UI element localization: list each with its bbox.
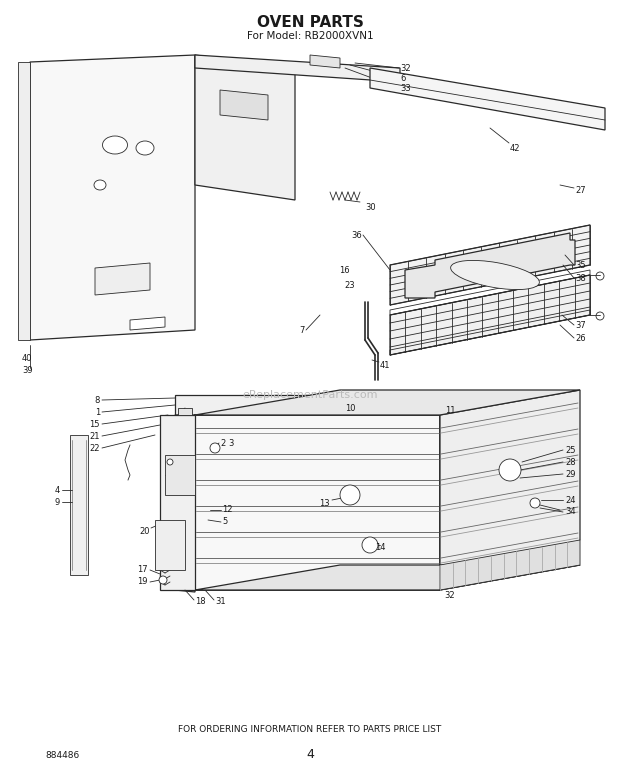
Text: OVEN PARTS: OVEN PARTS <box>257 14 363 30</box>
Polygon shape <box>160 415 195 590</box>
Text: 28: 28 <box>565 458 575 466</box>
Polygon shape <box>195 55 295 200</box>
Text: 41: 41 <box>380 361 391 369</box>
Text: 26: 26 <box>575 333 586 343</box>
Text: 42: 42 <box>510 143 521 153</box>
Text: 32: 32 <box>445 590 455 600</box>
Circle shape <box>210 443 220 453</box>
Text: 4: 4 <box>306 749 314 761</box>
Polygon shape <box>220 90 268 120</box>
Circle shape <box>530 498 540 508</box>
Text: 17: 17 <box>138 565 148 575</box>
Text: 1: 1 <box>95 408 100 416</box>
Text: 6: 6 <box>400 74 405 82</box>
Text: 14: 14 <box>375 543 386 553</box>
Polygon shape <box>155 520 185 570</box>
Circle shape <box>499 459 521 481</box>
Text: 13: 13 <box>319 499 330 507</box>
Text: 31: 31 <box>215 597 226 607</box>
Polygon shape <box>175 395 560 415</box>
Polygon shape <box>440 540 580 590</box>
Text: 39: 39 <box>22 365 33 375</box>
Text: 30: 30 <box>365 202 376 212</box>
Text: 3: 3 <box>228 438 233 448</box>
Polygon shape <box>310 55 340 68</box>
Ellipse shape <box>94 180 106 190</box>
Text: 35: 35 <box>575 260 586 270</box>
Polygon shape <box>195 55 400 82</box>
Text: 19: 19 <box>138 578 148 586</box>
Text: 10: 10 <box>345 404 355 412</box>
Polygon shape <box>18 62 30 340</box>
Text: 32: 32 <box>400 64 410 72</box>
Polygon shape <box>175 415 195 592</box>
Text: 36: 36 <box>352 230 362 239</box>
Text: 9: 9 <box>55 498 60 506</box>
Text: 18: 18 <box>195 597 206 607</box>
Polygon shape <box>195 415 440 590</box>
Circle shape <box>159 576 167 584</box>
Polygon shape <box>405 233 575 298</box>
Polygon shape <box>195 390 580 415</box>
Text: For Model: RB2000XVN1: For Model: RB2000XVN1 <box>247 31 373 41</box>
Ellipse shape <box>102 136 128 154</box>
Circle shape <box>167 459 173 465</box>
Polygon shape <box>370 68 605 130</box>
Polygon shape <box>70 435 88 575</box>
Text: 5: 5 <box>222 517 228 527</box>
Text: 22: 22 <box>89 444 100 452</box>
Text: 38: 38 <box>575 274 586 282</box>
Polygon shape <box>95 263 150 295</box>
Text: 24: 24 <box>565 495 575 504</box>
Ellipse shape <box>451 260 539 289</box>
Polygon shape <box>130 317 165 330</box>
Text: 37: 37 <box>575 321 586 329</box>
Text: 23: 23 <box>344 281 355 289</box>
Polygon shape <box>390 225 590 305</box>
Text: 2: 2 <box>220 438 225 448</box>
Text: 4: 4 <box>55 485 60 495</box>
Text: 20: 20 <box>140 528 150 536</box>
Text: 7: 7 <box>299 325 305 335</box>
Text: 884486: 884486 <box>45 750 79 760</box>
Text: 25: 25 <box>565 445 575 455</box>
Text: 40: 40 <box>22 354 32 362</box>
Polygon shape <box>165 455 195 495</box>
Text: 15: 15 <box>89 419 100 429</box>
Polygon shape <box>195 565 580 590</box>
Polygon shape <box>440 390 580 590</box>
Text: 34: 34 <box>565 507 575 517</box>
Text: FOR ORDERING INFORMATION REFER TO PARTS PRICE LIST: FOR ORDERING INFORMATION REFER TO PARTS … <box>179 725 441 735</box>
Text: 29: 29 <box>565 470 575 478</box>
Text: 27: 27 <box>575 186 586 194</box>
Text: 11: 11 <box>445 405 456 415</box>
Text: 12: 12 <box>222 506 232 514</box>
Text: 21: 21 <box>89 431 100 441</box>
Polygon shape <box>390 275 590 355</box>
Ellipse shape <box>136 141 154 155</box>
Text: 33: 33 <box>400 84 410 93</box>
Circle shape <box>362 537 378 553</box>
Text: 16: 16 <box>339 266 350 274</box>
Polygon shape <box>30 55 195 340</box>
Circle shape <box>340 485 360 505</box>
Text: 8: 8 <box>95 395 100 405</box>
Text: eReplacementParts.com: eReplacementParts.com <box>242 390 378 400</box>
Polygon shape <box>178 408 192 415</box>
